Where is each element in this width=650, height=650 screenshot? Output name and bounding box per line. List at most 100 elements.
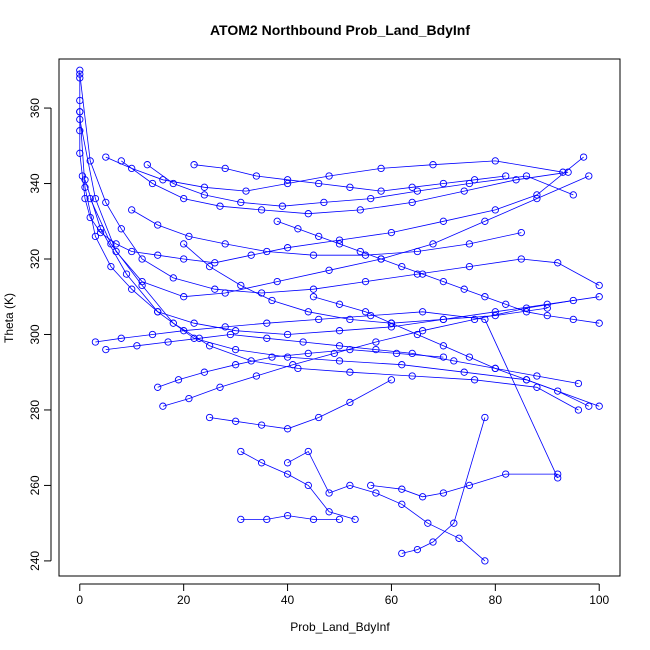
series-10-line bbox=[131, 209, 522, 256]
series-14-point bbox=[491, 311, 499, 320]
series-13-point bbox=[330, 349, 338, 358]
series-12-line bbox=[157, 349, 444, 388]
series-21-point bbox=[460, 285, 468, 293]
series-10-point bbox=[185, 232, 193, 241]
series-12-point bbox=[231, 361, 240, 369]
series-8-point bbox=[200, 183, 209, 191]
x-tick-label: 0 bbox=[76, 593, 83, 607]
series-3-point bbox=[543, 300, 551, 308]
series-1-point bbox=[387, 228, 396, 237]
series-10-point bbox=[361, 251, 370, 259]
series-21-point bbox=[522, 308, 531, 316]
series-1-point bbox=[76, 127, 84, 135]
series-17-point bbox=[283, 511, 292, 520]
series-24-point bbox=[133, 342, 141, 350]
series-9-point bbox=[460, 187, 468, 195]
y-tick-label: 360 bbox=[28, 98, 42, 118]
series-18-point bbox=[325, 489, 333, 497]
series-7-point bbox=[554, 474, 562, 482]
series-4-point bbox=[273, 277, 281, 286]
series-9-point bbox=[564, 168, 572, 176]
series-1-point bbox=[211, 259, 219, 267]
series-22-point bbox=[387, 319, 396, 327]
series-3-point bbox=[91, 232, 100, 241]
series-16-point bbox=[257, 459, 266, 467]
series-18-line bbox=[287, 450, 486, 562]
series-21-point bbox=[273, 217, 281, 225]
series-4-point bbox=[138, 277, 146, 286]
series-12-point bbox=[174, 376, 183, 384]
series-9-point bbox=[148, 179, 157, 188]
x-tick-label: 100 bbox=[589, 593, 609, 607]
series-2-point bbox=[554, 259, 562, 267]
series-3-line bbox=[79, 111, 600, 335]
series-13-point bbox=[216, 383, 224, 391]
series-23-point bbox=[346, 183, 354, 191]
series-1-point bbox=[78, 172, 87, 180]
series-19-line bbox=[370, 473, 558, 498]
y-tick-label: 340 bbox=[28, 173, 42, 193]
series-2-point bbox=[211, 285, 219, 293]
series-10-point bbox=[263, 247, 271, 256]
series-20-point bbox=[450, 519, 458, 527]
chart-title: ATOM2 Northbound Prob_Land_BdyInf bbox=[210, 22, 470, 38]
series-11-point bbox=[367, 194, 375, 203]
series-6-point bbox=[169, 319, 177, 327]
series-22-point bbox=[335, 300, 344, 308]
series-11-point bbox=[522, 172, 531, 180]
series-20-point bbox=[429, 538, 437, 546]
series-8-point bbox=[377, 164, 385, 173]
series-4-point bbox=[533, 194, 541, 203]
series-23-point bbox=[252, 172, 261, 180]
series-1-point bbox=[76, 74, 84, 82]
series-16-line bbox=[240, 451, 356, 520]
series-1-point bbox=[247, 251, 255, 259]
series-22-line bbox=[313, 296, 589, 407]
series-6-point bbox=[205, 342, 214, 350]
y-axis-label: Theta (K) bbox=[2, 293, 16, 343]
series-4-line bbox=[79, 119, 589, 298]
series-22-point bbox=[585, 402, 593, 410]
series-15-point bbox=[315, 413, 323, 422]
series-7-line bbox=[95, 311, 559, 479]
series-1-point bbox=[579, 153, 588, 161]
series-21-point bbox=[377, 255, 385, 263]
series-11-point bbox=[320, 198, 328, 207]
series-10-point bbox=[309, 251, 318, 259]
series-9-line bbox=[121, 160, 569, 215]
series-14-point bbox=[205, 262, 214, 271]
series-10-point bbox=[154, 221, 162, 229]
series-11-point bbox=[465, 179, 474, 188]
series-7-point bbox=[481, 315, 489, 324]
series-14-point bbox=[543, 304, 551, 312]
y-tick-label: 260 bbox=[28, 475, 42, 495]
series-2-point bbox=[138, 255, 146, 263]
series-21-point bbox=[418, 270, 427, 278]
series-7-point bbox=[367, 311, 375, 320]
series-2-point bbox=[361, 277, 370, 286]
series-7-point bbox=[117, 334, 125, 342]
series-18-point bbox=[346, 481, 354, 490]
series-19-point bbox=[398, 485, 406, 493]
series-24-point bbox=[335, 342, 344, 350]
plot-lines bbox=[79, 70, 600, 562]
series-15-line bbox=[209, 379, 392, 430]
series-3-point bbox=[387, 323, 396, 331]
series-19-point bbox=[418, 493, 427, 501]
series-1-point bbox=[112, 240, 120, 248]
series-19-point bbox=[439, 489, 448, 497]
series-14-point bbox=[180, 240, 188, 248]
series-20-line bbox=[401, 417, 486, 554]
series-5-point bbox=[96, 225, 105, 233]
series-12-point bbox=[200, 368, 209, 376]
series-13-point bbox=[289, 361, 297, 369]
x-tick-label: 40 bbox=[281, 593, 295, 607]
series-21-point bbox=[481, 293, 489, 301]
series-20-point bbox=[481, 413, 489, 422]
x-tick-label: 20 bbox=[177, 593, 191, 607]
series-21-point bbox=[398, 262, 406, 271]
series-3-point bbox=[283, 330, 292, 339]
series-3-point bbox=[190, 319, 198, 327]
series-1-point bbox=[491, 206, 499, 214]
series-11-point bbox=[413, 187, 422, 195]
